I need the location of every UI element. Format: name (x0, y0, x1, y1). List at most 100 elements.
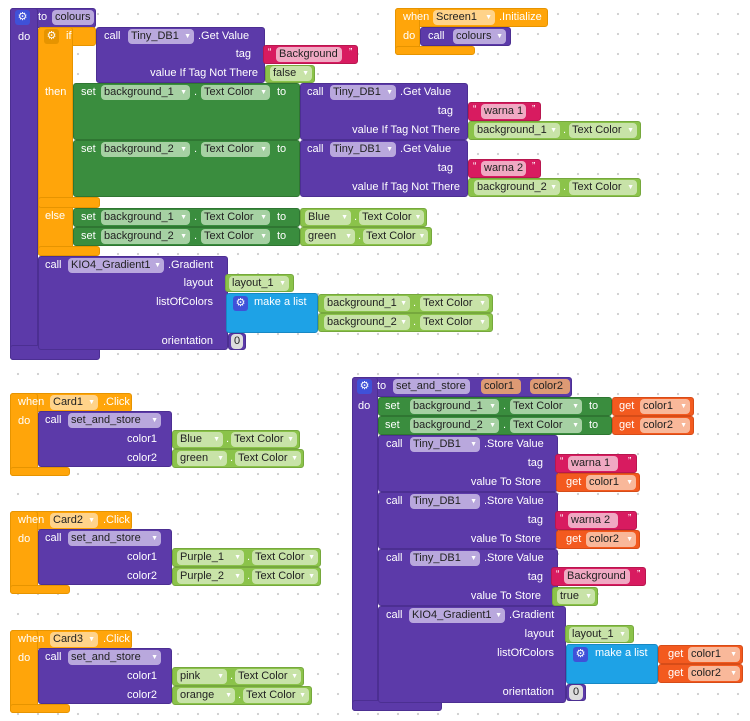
property-dropdown[interactable]: Text Color ▼ (201, 210, 270, 225)
if-block-footer[interactable] (38, 246, 100, 256)
procedure-gear-icon[interactable]: ⚙ (357, 379, 372, 394)
component-dropdown[interactable]: background_1 ▼ (101, 210, 190, 225)
component-dropdown[interactable]: layout_1 ▼ (569, 627, 629, 642)
variable-dropdown[interactable]: color1 ▼ (640, 399, 690, 414)
quote-open-icon: “ (473, 104, 477, 115)
dropdown-arrow-icon: ▼ (151, 535, 158, 542)
if-gear-icon[interactable]: ⚙ (44, 29, 59, 44)
card-click-footer[interactable] (10, 467, 70, 476)
component-dropdown[interactable]: Purple_1 ▼ (177, 550, 244, 565)
dropdown-arrow-icon: ▼ (291, 673, 298, 680)
component-dropdown[interactable]: background_2 ▼ (324, 315, 410, 330)
text-string-field[interactable]: warna 2 (481, 161, 527, 176)
variable-dropdown[interactable]: color2 ▼ (586, 532, 636, 547)
property-dropdown[interactable]: Text Color ▼ (359, 210, 425, 225)
boolean-dropdown[interactable]: false ▼ (270, 66, 312, 81)
component-dropdown[interactable]: Blue ▼ (305, 210, 351, 225)
field-value: Text Color (204, 230, 254, 242)
card-click-footer[interactable] (10, 704, 70, 713)
text-string-field[interactable]: warna 1 (481, 104, 527, 119)
component-dropdown[interactable]: background_2 ▼ (101, 142, 190, 157)
property-dropdown[interactable]: Text Color ▼ (243, 688, 309, 703)
property-dropdown[interactable]: Text Color ▼ (231, 432, 297, 447)
component-dropdown[interactable]: Screen1 ▼ (433, 10, 495, 25)
variable-dropdown[interactable]: color1 ▼ (688, 647, 740, 662)
list-gear-icon[interactable]: ⚙ (573, 647, 588, 662)
component-dropdown[interactable]: layout_1 ▼ (229, 276, 289, 291)
card-click-body[interactable] (10, 511, 38, 594)
component-dropdown[interactable]: background_1 ▼ (101, 85, 190, 100)
component-dropdown[interactable]: Tiny_DB1 ▼ (330, 85, 396, 100)
dropdown-arrow-icon: ▼ (626, 536, 633, 543)
component-dropdown[interactable]: Blue ▼ (177, 432, 223, 447)
property-dropdown[interactable]: Text Color ▼ (201, 142, 270, 157)
component-dropdown[interactable]: Tiny_DB1 ▼ (128, 29, 194, 44)
component-dropdown[interactable]: KIO4_Gradient1 ▼ (68, 258, 164, 273)
component-dropdown[interactable]: background_2 ▼ (474, 180, 560, 195)
list-gear-icon[interactable]: ⚙ (233, 296, 248, 311)
component-dropdown[interactable]: Tiny_DB1 ▼ (330, 142, 396, 157)
card-click-footer[interactable] (10, 585, 70, 594)
component-dropdown[interactable]: green ▼ (305, 229, 355, 244)
component-dropdown[interactable]: background_1 ▼ (324, 296, 410, 311)
component-dropdown[interactable]: Tiny_DB1 ▼ (410, 551, 480, 566)
procedure-gear-icon[interactable]: ⚙ (15, 10, 30, 25)
property-dropdown[interactable]: Text Color ▼ (510, 399, 582, 414)
tag-label: tag (527, 457, 543, 469)
procedure-set-and-store-body[interactable] (352, 377, 378, 711)
property-dropdown[interactable]: Text Color ▼ (252, 550, 318, 565)
component-dropdown[interactable]: Purple_2 ▼ (177, 569, 244, 584)
field-value: Purple_1 (180, 551, 225, 563)
property-dropdown[interactable]: Text Color ▼ (252, 569, 318, 584)
make-a-list-block[interactable] (226, 293, 318, 333)
property-dropdown[interactable]: Text Color ▼ (201, 85, 270, 100)
component-dropdown[interactable]: background_2 ▼ (410, 418, 499, 433)
procedure-dropdown[interactable]: set_and_store ▼ (68, 413, 161, 428)
component-dropdown[interactable]: background_1 ▼ (410, 399, 499, 414)
property-dropdown[interactable]: Text Color ▼ (569, 180, 637, 195)
component-dropdown[interactable]: Card1 ▼ (50, 395, 98, 410)
component-dropdown[interactable]: Card3 ▼ (50, 632, 98, 647)
component-dropdown[interactable]: background_1 ▼ (474, 123, 560, 138)
if-block-body[interactable] (38, 27, 73, 256)
property-dropdown[interactable]: Text Color ▼ (420, 315, 489, 330)
procedure-dropdown[interactable]: colours ▼ (453, 29, 506, 44)
property-dropdown[interactable]: Text Color ▼ (235, 669, 301, 684)
if-block-else-divider[interactable] (38, 197, 100, 208)
component-dropdown[interactable]: Tiny_DB1 ▼ (410, 437, 480, 452)
component-dropdown[interactable]: orange ▼ (177, 688, 235, 703)
parameter-color2[interactable]: color2 (530, 379, 570, 394)
number-field[interactable]: 0 (231, 334, 243, 349)
property-dropdown[interactable]: Text Color ▼ (363, 229, 429, 244)
screen-initialize-footer[interactable] (395, 46, 475, 55)
variable-dropdown[interactable]: color1 ▼ (586, 475, 636, 490)
variable-dropdown[interactable]: color2 ▼ (640, 418, 690, 433)
text-string-field[interactable]: Background (276, 47, 342, 62)
text-string-field[interactable]: warna 1 (568, 456, 618, 471)
component-dropdown[interactable]: pink ▼ (177, 669, 227, 684)
text-string-field[interactable]: warna 2 (568, 513, 618, 528)
procedure-dropdown[interactable]: set_and_store ▼ (68, 650, 161, 665)
property-dropdown[interactable]: Text Color ▼ (201, 229, 270, 244)
procedure-colours-body[interactable] (10, 8, 38, 360)
variable-dropdown[interactable]: color2 ▼ (688, 666, 740, 681)
card-click-body[interactable] (10, 630, 38, 713)
field-value: Blue (308, 211, 331, 223)
number-field[interactable]: 0 (569, 685, 583, 700)
component-dropdown[interactable]: green ▼ (177, 451, 227, 466)
property-dropdown[interactable]: Text Color ▼ (510, 418, 582, 433)
component-dropdown[interactable]: Card2 ▼ (50, 513, 98, 528)
procedure-name-field[interactable]: colours (52, 10, 94, 25)
property-dropdown[interactable]: Text Color ▼ (569, 123, 637, 138)
property-dropdown[interactable]: Text Color ▼ (420, 296, 489, 311)
component-dropdown[interactable]: Tiny_DB1 ▼ (410, 494, 480, 509)
boolean-dropdown[interactable]: true ▼ (557, 589, 595, 604)
component-dropdown[interactable]: background_2 ▼ (101, 229, 190, 244)
component-dropdown[interactable]: KIO4_Gradient1 ▼ (409, 608, 505, 623)
procedure-name-field[interactable]: set_and_store (393, 379, 470, 394)
procedure-dropdown[interactable]: set_and_store ▼ (68, 531, 161, 546)
property-dropdown[interactable]: Text Color ▼ (235, 451, 301, 466)
text-string-field[interactable]: Background (564, 569, 630, 584)
parameter-color1[interactable]: color1 (481, 379, 521, 394)
